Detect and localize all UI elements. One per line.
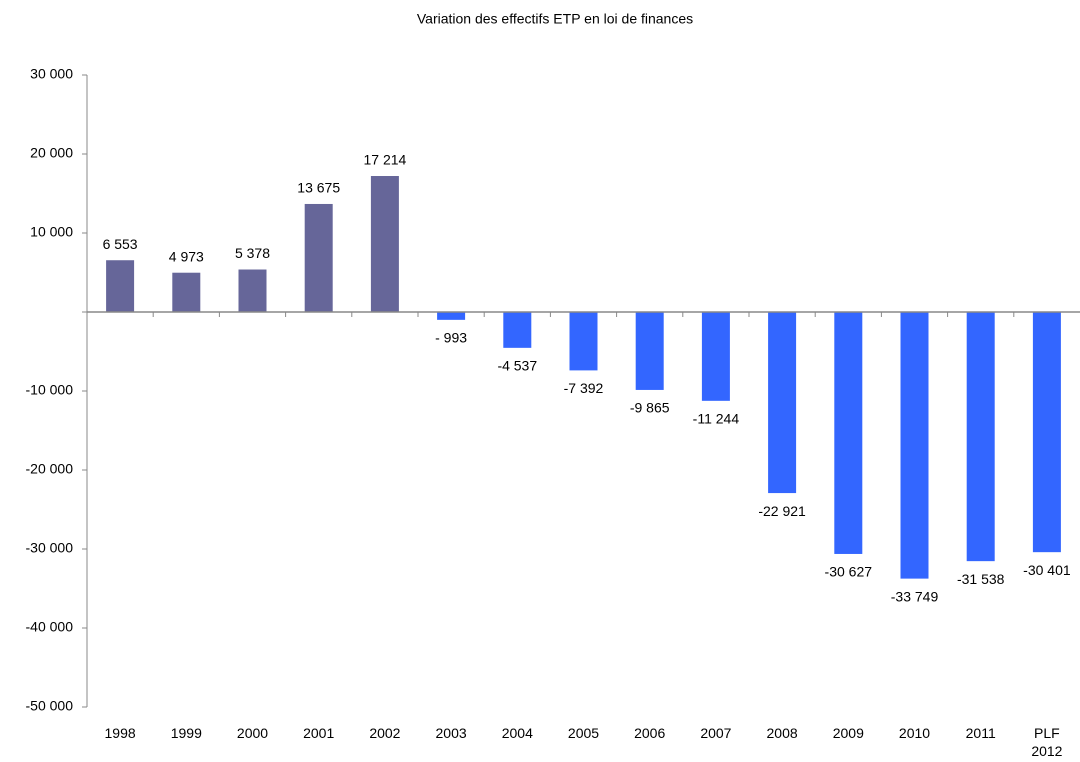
x-tick-label: 2000 <box>236 725 269 741</box>
bar <box>768 312 797 494</box>
y-tick-label: 20 000 <box>30 145 73 161</box>
y-tick-label: 30 000 <box>30 66 73 82</box>
bar <box>172 272 201 312</box>
y-tick-label: -50 000 <box>26 698 74 714</box>
bar <box>569 312 598 371</box>
x-tick-label: 2009 <box>832 725 864 741</box>
y-tick-label: 10 000 <box>30 224 73 240</box>
y-tick-label: -40 000 <box>26 619 74 635</box>
x-tick-label: 1998 <box>104 725 136 741</box>
x-tick-label: 2007 <box>700 725 732 741</box>
value-label: -4 537 <box>497 358 537 374</box>
value-label: 6 553 <box>103 236 138 252</box>
bar <box>437 312 466 320</box>
bar <box>503 312 532 348</box>
x-tick-label: 2002 <box>369 725 401 741</box>
value-label: 17 214 <box>363 152 406 168</box>
x-tick-label: 2010 <box>898 725 931 741</box>
bar <box>238 269 267 312</box>
bar <box>635 312 664 390</box>
value-label: 5 378 <box>235 245 270 261</box>
x-tick-label: 2001 <box>303 725 335 741</box>
y-tick-label: -30 000 <box>26 540 74 556</box>
bar <box>370 176 399 312</box>
bar <box>701 312 730 401</box>
bar <box>966 312 995 562</box>
value-label: - 993 <box>435 330 467 346</box>
value-label: -31 538 <box>957 571 1005 587</box>
value-label: -30 401 <box>1023 562 1071 578</box>
value-label: -11 244 <box>693 411 740 427</box>
x-tick-label: 1999 <box>170 725 202 741</box>
x-tick-label: 2005 <box>567 725 600 741</box>
y-tick-label: -20 000 <box>26 461 74 477</box>
bar <box>900 312 929 579</box>
x-tick-label: 2011 <box>965 725 996 741</box>
bar <box>304 203 333 312</box>
value-label: 4 973 <box>169 248 204 264</box>
x-tick-label: 2004 <box>501 725 533 741</box>
bar <box>834 312 863 554</box>
bar <box>106 260 135 312</box>
value-label: 13 675 <box>297 180 340 196</box>
value-label: -22 921 <box>758 503 806 519</box>
value-label: -33 749 <box>891 588 939 604</box>
value-label: -7 392 <box>564 380 604 396</box>
x-tick-label: 2003 <box>435 725 467 741</box>
x-tick-label: PLF 2012 <box>1031 725 1063 759</box>
x-tick-label: 2008 <box>766 725 798 741</box>
chart-title: Variation des effectifs ETP en loi de fi… <box>417 11 693 27</box>
bar <box>1032 312 1061 553</box>
x-tick-label: 2006 <box>634 725 666 741</box>
value-label: -9 865 <box>630 400 670 416</box>
y-tick-label: -10 000 <box>26 382 74 398</box>
value-label: -30 627 <box>825 564 873 580</box>
